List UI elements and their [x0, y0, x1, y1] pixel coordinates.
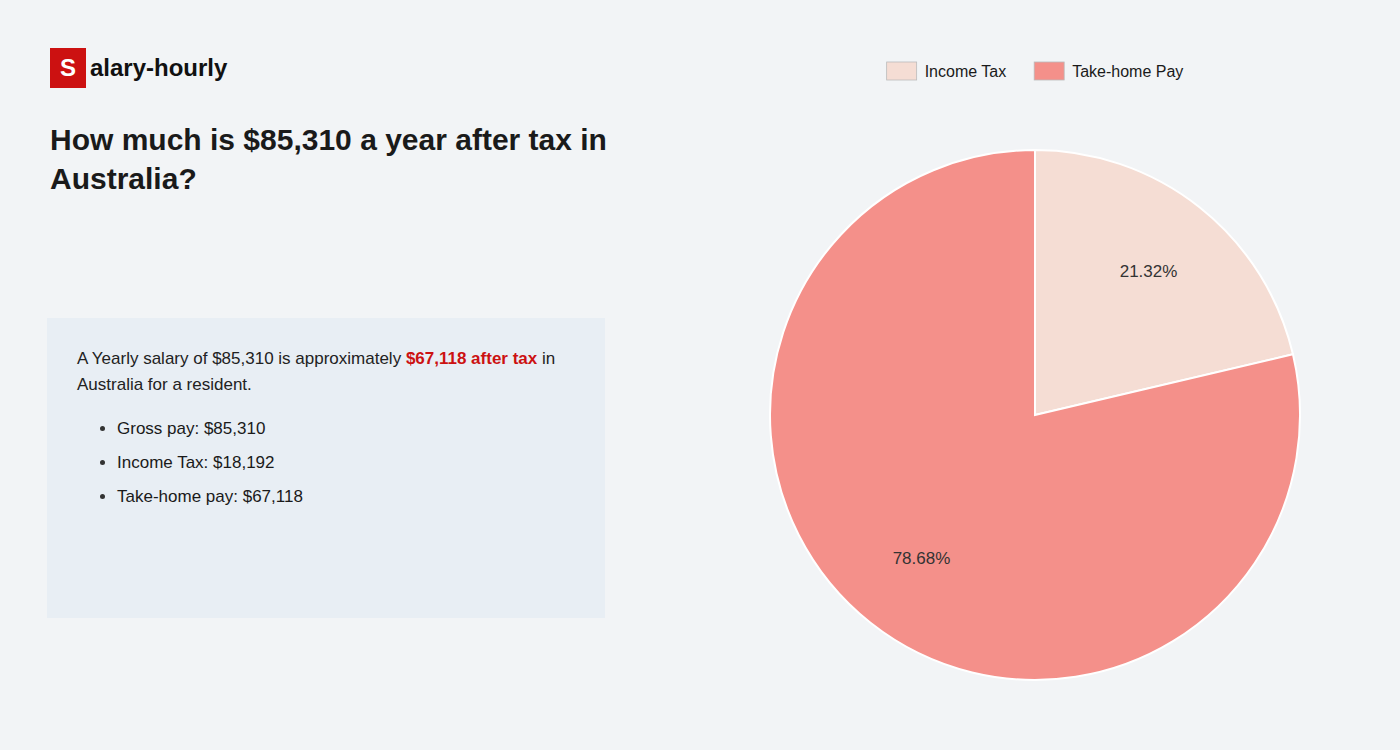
legend-swatch: [1034, 62, 1064, 80]
data-label: 21.32%: [1120, 262, 1178, 281]
bullet-item: Gross pay: $85,310: [117, 419, 575, 439]
data-label: 78.68%: [893, 549, 951, 568]
pie-chart: 21.32% 78.68% Income Tax Take-home Pay: [0, 0, 1400, 750]
pie-slice: [770, 150, 1300, 680]
bullet-list: Gross pay: $85,310 Income Tax: $18,192 Tak…: [77, 419, 575, 507]
highlight-text: $67,118 after tax: [406, 349, 537, 368]
legend-item: Income Tax: [887, 62, 1007, 80]
info-segment: A Yearly salary of $85,310 is approximat…: [77, 349, 406, 368]
logo-mark: S: [50, 48, 86, 88]
pie: [770, 150, 1300, 680]
legend: Income Tax Take-home Pay: [887, 62, 1184, 80]
info-segment: in: [537, 349, 555, 368]
legend-item: Take-home Pay: [1034, 62, 1183, 80]
info-text: A Yearly salary of $85,310 is approximat…: [77, 346, 575, 397]
bullet-item: Income Tax: $18,192: [117, 453, 575, 473]
logo-text: alary-hourly: [90, 54, 227, 82]
legend-swatch: [887, 62, 917, 80]
legend-label: Take-home Pay: [1072, 63, 1183, 80]
text-panel: Salary-hourly How much is $85,310 a year …: [0, 0, 672, 750]
info-segment: Australia for a resident.: [77, 375, 252, 394]
title: How much is $85,310 a year after tax in …: [50, 120, 640, 198]
data-labels: 21.32% 78.68%: [893, 262, 1178, 568]
legend-label: Income Tax: [925, 63, 1007, 80]
logo: Salary-hourly: [50, 48, 227, 88]
bullet-item: Take-home pay: $67,118: [117, 487, 575, 507]
info-box: A Yearly salary of $85,310 is approximat…: [47, 318, 605, 618]
